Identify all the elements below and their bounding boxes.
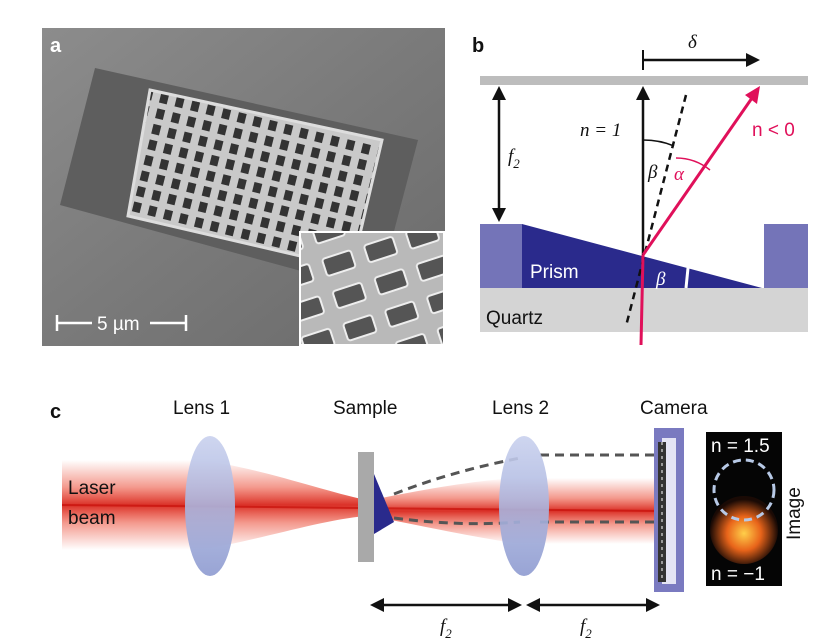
surface-normal-dashed	[624, 94, 688, 327]
alpha-label: α	[674, 164, 685, 185]
camera-label: Camera	[640, 398, 708, 419]
nm1-label: n = −1	[711, 564, 765, 585]
lens-2	[499, 436, 549, 576]
prism-side-left	[480, 224, 522, 288]
refracted-ray	[641, 97, 754, 256]
f2-label-c1: f2	[440, 616, 452, 639]
laser-label-line2: beam	[68, 508, 116, 529]
lens-2-label: Lens 2	[492, 398, 549, 419]
sample-prism	[374, 474, 394, 534]
prism-label: Prism	[530, 262, 579, 283]
panel-b: b δ f2 Quartz Prism β β	[472, 32, 808, 346]
sample-plate	[358, 452, 374, 562]
camera	[654, 428, 684, 592]
lens-1-label: Lens 1	[173, 398, 230, 419]
nneg-label: n < 0	[752, 120, 795, 141]
incident-ray	[639, 254, 645, 346]
n15-label: n = 1.5	[711, 436, 770, 457]
laser-label-line1: Laser	[68, 478, 116, 499]
top-plate	[480, 76, 808, 85]
beta-prism-label: β	[655, 269, 666, 290]
ray-dashed-upper-1	[393, 456, 521, 496]
n1-label: n = 1	[580, 120, 621, 141]
panel-letter-c: c	[50, 401, 61, 423]
beta-label: β	[647, 162, 658, 183]
delta-label: δ	[688, 32, 698, 53]
f2-label-b: f2	[508, 146, 520, 171]
ring-n-1p5	[712, 458, 776, 522]
prism-side-right	[764, 224, 808, 288]
lens-1	[185, 436, 235, 576]
quartz-label: Quartz	[486, 308, 543, 329]
panel-a: a 5 µm	[42, 28, 445, 346]
panel-c: c Lens 1 Sample Lens 2 Camera	[50, 398, 805, 639]
quartz-substrate	[480, 288, 808, 332]
sample-label: Sample	[333, 398, 397, 419]
camera-image: n = 1.5 n = −1	[706, 432, 782, 586]
f2-label-c2: f2	[580, 616, 592, 639]
scale-bar: 5 µm	[55, 314, 188, 335]
scale-bar-label: 5 µm	[97, 314, 140, 335]
image-label: Image	[784, 487, 805, 540]
panel-letter-b: b	[472, 35, 484, 57]
panel-letter-a: a	[50, 35, 62, 57]
sem-inset	[299, 231, 445, 346]
